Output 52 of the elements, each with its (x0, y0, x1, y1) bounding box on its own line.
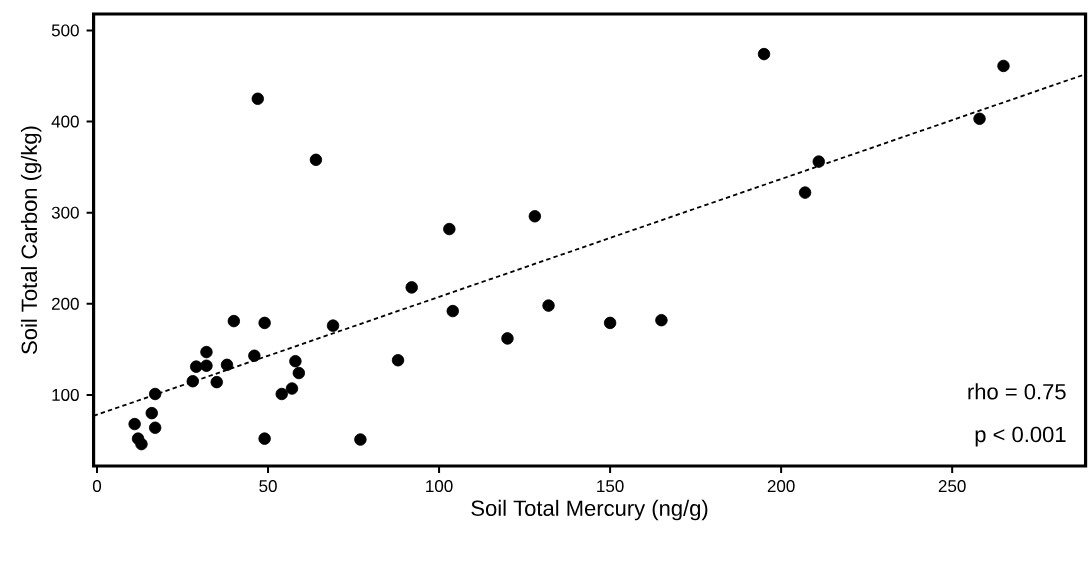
y-tick-label: 200 (52, 297, 79, 310)
point (258, 316, 271, 330)
point (528, 210, 542, 223)
point (443, 222, 456, 236)
x-tick-label: 0 (92, 480, 102, 493)
point (251, 92, 264, 105)
annotation: p < 0.001 (975, 426, 1066, 447)
point (145, 406, 158, 420)
x-tick-label: 250 (938, 480, 966, 493)
point (542, 299, 555, 312)
point (289, 354, 302, 368)
y-tick-label: 300 (51, 206, 79, 219)
point (354, 433, 367, 446)
point (200, 359, 213, 372)
x-axis-title: Soil Total Mercury (ng/g) (471, 499, 708, 521)
y-axis-title: Soil Total Carbon (g/kg) (20, 126, 42, 354)
point (190, 360, 203, 373)
point (446, 304, 459, 318)
point (285, 382, 299, 395)
point (148, 387, 162, 401)
point (292, 366, 306, 380)
point (148, 421, 162, 434)
point (405, 281, 418, 294)
point (200, 345, 213, 359)
point (248, 349, 261, 362)
point (501, 332, 514, 345)
point (128, 417, 141, 431)
point (603, 316, 617, 330)
point (973, 112, 986, 125)
point (309, 153, 323, 166)
point (186, 375, 199, 388)
point (812, 155, 825, 168)
point (997, 59, 1010, 73)
point (210, 375, 223, 389)
point (798, 186, 812, 199)
x-tick-label: 100 (426, 480, 453, 493)
x-tick-label: 50 (259, 480, 277, 493)
point (391, 354, 405, 367)
point (227, 314, 241, 328)
y-tick-label: 500 (51, 24, 79, 37)
point (326, 319, 340, 332)
y-tick-label: 100 (52, 388, 79, 401)
annotation: rho = 0.75 (968, 383, 1066, 400)
point (757, 47, 771, 61)
point (275, 387, 288, 401)
x-tick-label: 200 (767, 480, 795, 493)
point (655, 313, 668, 327)
point (220, 358, 234, 372)
x-tick-label: 150 (597, 480, 624, 493)
y-tick-label: 400 (51, 115, 79, 128)
point (135, 437, 148, 451)
point (258, 432, 271, 445)
